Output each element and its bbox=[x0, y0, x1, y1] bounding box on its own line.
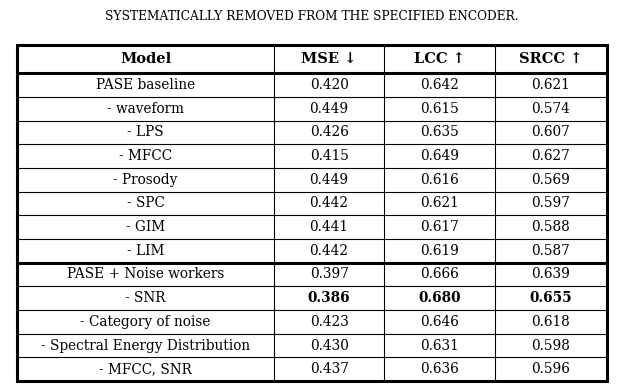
Text: 0.619: 0.619 bbox=[421, 244, 459, 258]
Text: 0.397: 0.397 bbox=[310, 267, 349, 281]
Text: 0.649: 0.649 bbox=[421, 149, 459, 163]
Text: 0.639: 0.639 bbox=[532, 267, 570, 281]
Text: 0.449: 0.449 bbox=[310, 173, 349, 187]
Text: 0.646: 0.646 bbox=[421, 315, 459, 329]
Text: 0.616: 0.616 bbox=[421, 173, 459, 187]
Text: 0.420: 0.420 bbox=[310, 78, 349, 92]
Text: 0.598: 0.598 bbox=[532, 338, 570, 353]
Text: PASE + Noise workers: PASE + Noise workers bbox=[67, 267, 224, 281]
Text: MSE ↓: MSE ↓ bbox=[301, 52, 357, 66]
Text: 0.423: 0.423 bbox=[310, 315, 349, 329]
Text: - LPS: - LPS bbox=[127, 125, 164, 139]
Text: - Prosody: - Prosody bbox=[114, 173, 178, 187]
Text: 0.607: 0.607 bbox=[532, 125, 570, 139]
Text: 0.631: 0.631 bbox=[421, 338, 459, 353]
Text: 0.615: 0.615 bbox=[421, 102, 459, 116]
Text: - waveform: - waveform bbox=[107, 102, 184, 116]
Text: 0.618: 0.618 bbox=[532, 315, 570, 329]
Text: - SNR: - SNR bbox=[125, 291, 166, 305]
Text: 0.680: 0.680 bbox=[419, 291, 461, 305]
Text: 0.449: 0.449 bbox=[310, 102, 349, 116]
Text: 0.426: 0.426 bbox=[310, 125, 349, 139]
Text: - Category of noise: - Category of noise bbox=[80, 315, 211, 329]
Text: 0.569: 0.569 bbox=[532, 173, 570, 187]
Text: SYSTEMATICALLY REMOVED FROM THE SPECIFIED ENCODER.: SYSTEMATICALLY REMOVED FROM THE SPECIFIE… bbox=[105, 10, 519, 23]
Text: - MFCC: - MFCC bbox=[119, 149, 172, 163]
Text: Model: Model bbox=[120, 52, 171, 66]
Text: 0.642: 0.642 bbox=[421, 78, 459, 92]
Text: 0.596: 0.596 bbox=[532, 362, 570, 376]
Text: 0.597: 0.597 bbox=[532, 196, 570, 210]
Text: - MFCC, SNR: - MFCC, SNR bbox=[99, 362, 192, 376]
Text: LCC ↑: LCC ↑ bbox=[414, 52, 466, 66]
Text: 0.635: 0.635 bbox=[421, 125, 459, 139]
Text: 0.442: 0.442 bbox=[310, 196, 349, 210]
Text: 0.617: 0.617 bbox=[421, 220, 459, 234]
Bar bbox=[17, 45, 607, 381]
Text: 0.386: 0.386 bbox=[308, 291, 351, 305]
Text: 0.627: 0.627 bbox=[532, 149, 570, 163]
Text: 0.441: 0.441 bbox=[310, 220, 349, 234]
Text: - SPC: - SPC bbox=[127, 196, 165, 210]
Text: 0.636: 0.636 bbox=[421, 362, 459, 376]
Text: 0.587: 0.587 bbox=[532, 244, 570, 258]
Text: - GIM: - GIM bbox=[126, 220, 165, 234]
Text: 0.430: 0.430 bbox=[310, 338, 349, 353]
Text: 0.588: 0.588 bbox=[532, 220, 570, 234]
Text: SRCC ↑: SRCC ↑ bbox=[519, 52, 583, 66]
Text: 0.621: 0.621 bbox=[421, 196, 459, 210]
Text: 0.442: 0.442 bbox=[310, 244, 349, 258]
Text: PASE baseline: PASE baseline bbox=[96, 78, 195, 92]
Text: 0.437: 0.437 bbox=[310, 362, 349, 376]
Text: - LIM: - LIM bbox=[127, 244, 164, 258]
Text: 0.574: 0.574 bbox=[532, 102, 570, 116]
Text: 0.415: 0.415 bbox=[310, 149, 349, 163]
Text: 0.655: 0.655 bbox=[530, 291, 572, 305]
Text: - Spectral Energy Distribution: - Spectral Energy Distribution bbox=[41, 338, 250, 353]
Text: 0.666: 0.666 bbox=[421, 267, 459, 281]
Text: 0.621: 0.621 bbox=[532, 78, 570, 92]
